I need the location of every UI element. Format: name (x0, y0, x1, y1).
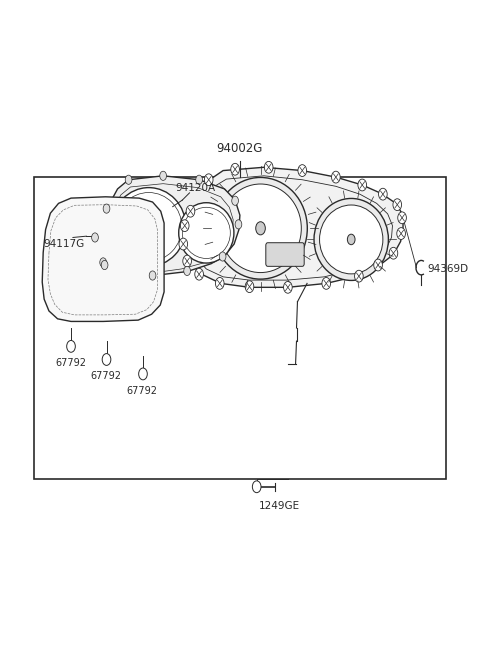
Circle shape (186, 205, 195, 217)
Ellipse shape (179, 203, 234, 263)
Circle shape (298, 165, 307, 176)
Circle shape (195, 268, 204, 280)
Circle shape (398, 212, 407, 224)
FancyBboxPatch shape (266, 243, 304, 266)
Circle shape (393, 199, 402, 211)
Text: 94117G: 94117G (43, 239, 84, 249)
Polygon shape (94, 176, 240, 276)
Circle shape (101, 260, 108, 270)
Circle shape (284, 281, 292, 293)
Ellipse shape (220, 184, 301, 273)
Circle shape (252, 481, 261, 493)
Text: 67792: 67792 (55, 358, 86, 368)
Circle shape (180, 220, 189, 232)
Circle shape (100, 258, 107, 267)
Circle shape (179, 238, 188, 250)
Circle shape (355, 270, 363, 282)
Circle shape (264, 161, 273, 173)
Circle shape (149, 271, 156, 280)
Circle shape (184, 266, 191, 276)
Text: 94002G: 94002G (216, 142, 263, 155)
Text: 1249GE: 1249GE (259, 501, 300, 511)
Text: 94120A: 94120A (175, 183, 215, 193)
Text: 67792: 67792 (90, 371, 121, 381)
Circle shape (139, 368, 147, 380)
Bar (34, 177, 446, 479)
Ellipse shape (111, 188, 186, 266)
Circle shape (231, 163, 240, 175)
Circle shape (67, 340, 75, 352)
Circle shape (204, 174, 213, 186)
Circle shape (348, 234, 355, 245)
Circle shape (102, 354, 111, 365)
Circle shape (245, 281, 254, 293)
Circle shape (322, 277, 331, 289)
Text: 67792: 67792 (127, 386, 157, 396)
Circle shape (256, 222, 265, 235)
Circle shape (103, 204, 110, 213)
Circle shape (374, 259, 383, 271)
Circle shape (235, 220, 242, 229)
Circle shape (125, 175, 132, 184)
Circle shape (389, 247, 398, 259)
Circle shape (216, 277, 224, 289)
Polygon shape (42, 197, 164, 321)
Ellipse shape (214, 178, 307, 279)
Circle shape (397, 228, 406, 239)
Polygon shape (183, 167, 403, 287)
Text: 94369D: 94369D (427, 264, 468, 274)
Circle shape (160, 171, 167, 180)
Circle shape (183, 255, 192, 267)
Circle shape (358, 179, 367, 191)
Circle shape (232, 196, 239, 205)
Circle shape (196, 175, 203, 184)
Circle shape (332, 171, 340, 183)
Ellipse shape (320, 205, 383, 274)
Circle shape (379, 188, 387, 200)
Circle shape (92, 233, 98, 242)
Circle shape (219, 252, 226, 261)
Ellipse shape (314, 198, 388, 281)
